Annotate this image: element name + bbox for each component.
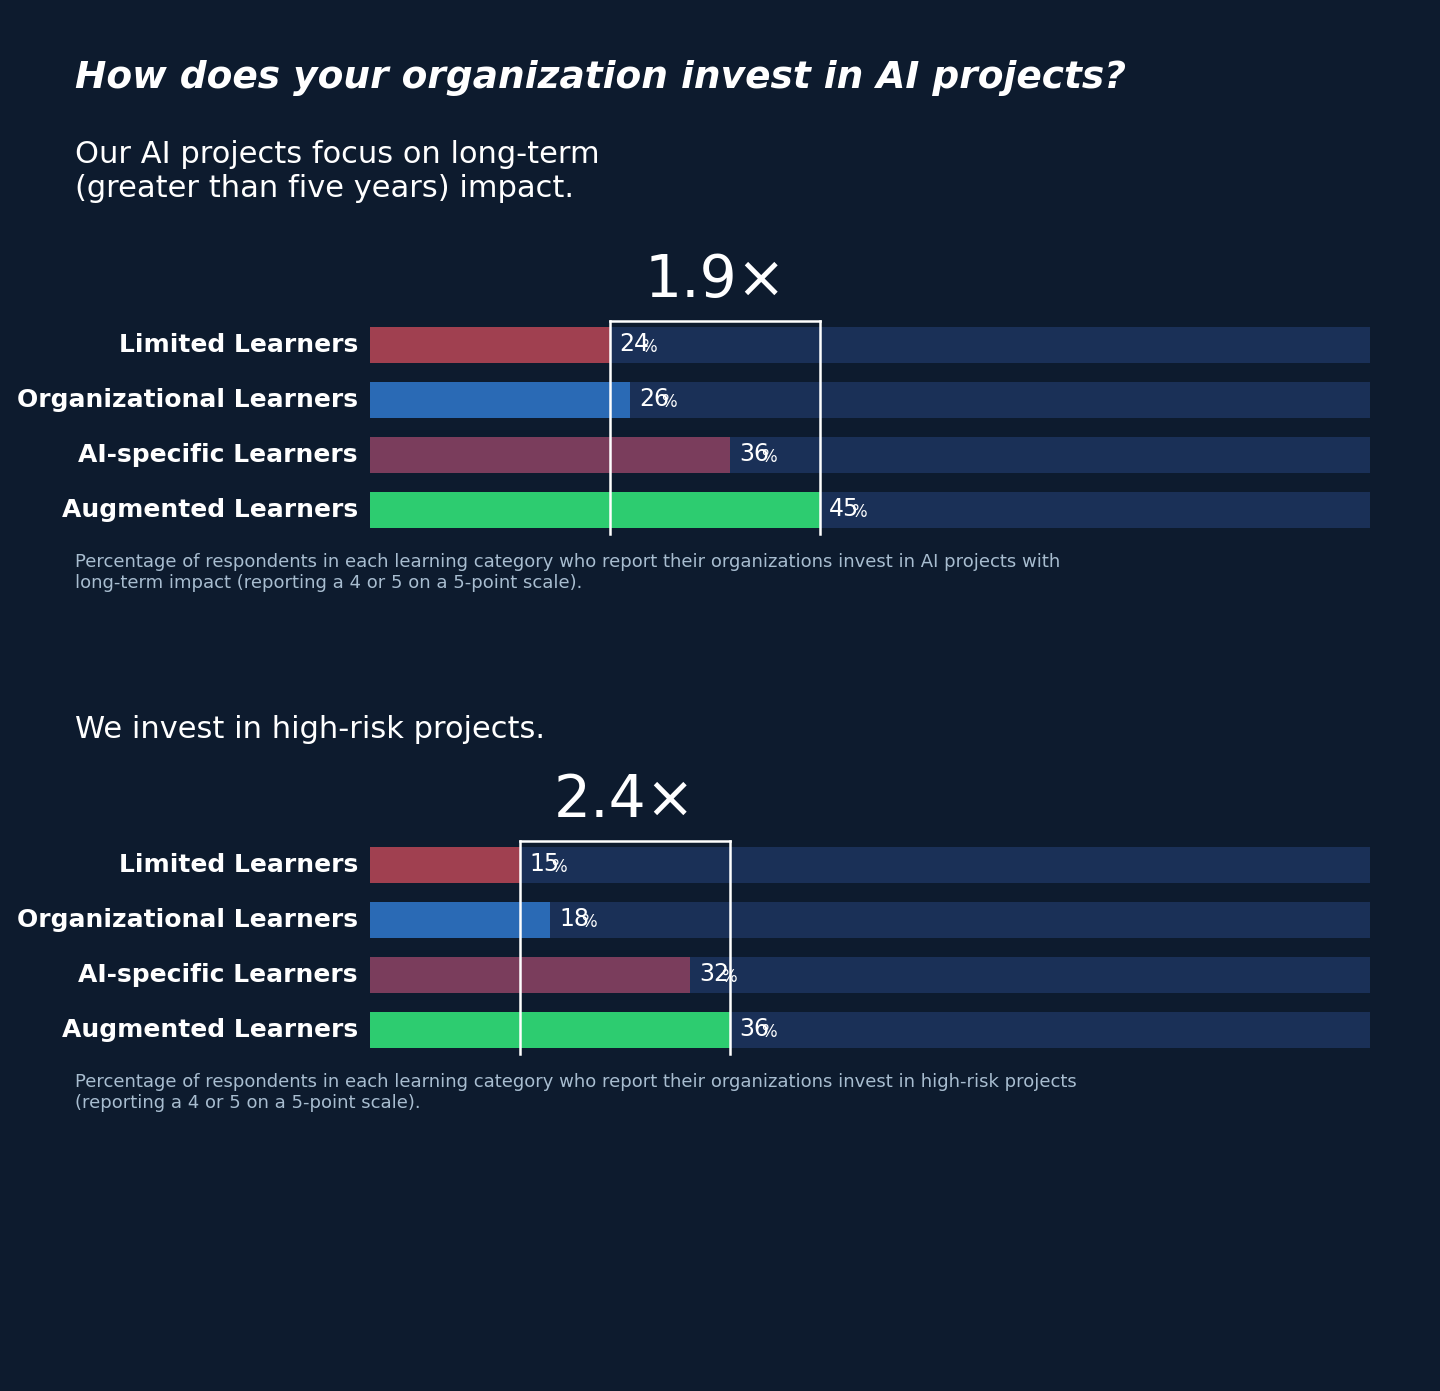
Text: Percentage of respondents in each learning category who report their organizatio: Percentage of respondents in each learni…	[75, 1072, 1077, 1111]
Text: 18: 18	[559, 907, 589, 931]
Bar	[370, 383, 1369, 419]
Text: %: %	[721, 968, 737, 986]
Text: Limited Learners: Limited Learners	[118, 853, 359, 876]
Text: Augmented Learners: Augmented Learners	[62, 1018, 359, 1042]
Text: Organizational Learners: Organizational Learners	[17, 908, 359, 932]
Text: We invest in high-risk projects.: We invest in high-risk projects.	[75, 715, 544, 744]
Text: Organizational Learners: Organizational Learners	[17, 388, 359, 412]
Text: %: %	[661, 394, 677, 410]
Bar	[370, 437, 1369, 473]
Bar	[370, 957, 690, 993]
Text: 24: 24	[619, 332, 649, 356]
Bar	[370, 383, 631, 419]
Text: 15: 15	[528, 853, 559, 876]
Bar	[370, 847, 1369, 883]
Bar	[370, 492, 1369, 529]
Text: 45: 45	[829, 497, 860, 522]
Text: Our AI projects focus on long-term
(greater than five years) impact.: Our AI projects focus on long-term (grea…	[75, 140, 599, 203]
Bar	[370, 1013, 730, 1047]
Text: 1.9×: 1.9×	[644, 252, 786, 309]
Text: Augmented Learners: Augmented Learners	[62, 498, 359, 522]
Text: 2.4×: 2.4×	[554, 772, 696, 829]
Text: Limited Learners: Limited Learners	[118, 332, 359, 357]
Text: 26: 26	[639, 387, 670, 410]
Text: AI-specific Learners: AI-specific Learners	[79, 963, 359, 988]
Text: Percentage of respondents in each learning category who report their organizatio: Percentage of respondents in each learni…	[75, 554, 1060, 591]
Text: 36: 36	[739, 1017, 769, 1040]
Text: %: %	[760, 1022, 776, 1040]
Bar	[370, 901, 1369, 938]
Text: %: %	[851, 504, 867, 522]
Text: 36: 36	[739, 442, 769, 466]
Bar	[370, 847, 520, 883]
Bar	[370, 327, 611, 363]
Bar	[370, 901, 550, 938]
Text: %: %	[580, 912, 596, 931]
Bar	[370, 1013, 1369, 1047]
Text: %: %	[760, 448, 776, 466]
Text: AI-specific Learners: AI-specific Learners	[79, 442, 359, 467]
Bar	[370, 492, 819, 529]
Bar	[370, 437, 730, 473]
Bar	[370, 957, 1369, 993]
Text: %: %	[641, 338, 657, 356]
Text: How does your organization invest in AI projects?: How does your organization invest in AI …	[75, 60, 1126, 96]
Text: %: %	[552, 858, 566, 876]
Bar	[370, 327, 1369, 363]
Text: 32: 32	[698, 963, 729, 986]
